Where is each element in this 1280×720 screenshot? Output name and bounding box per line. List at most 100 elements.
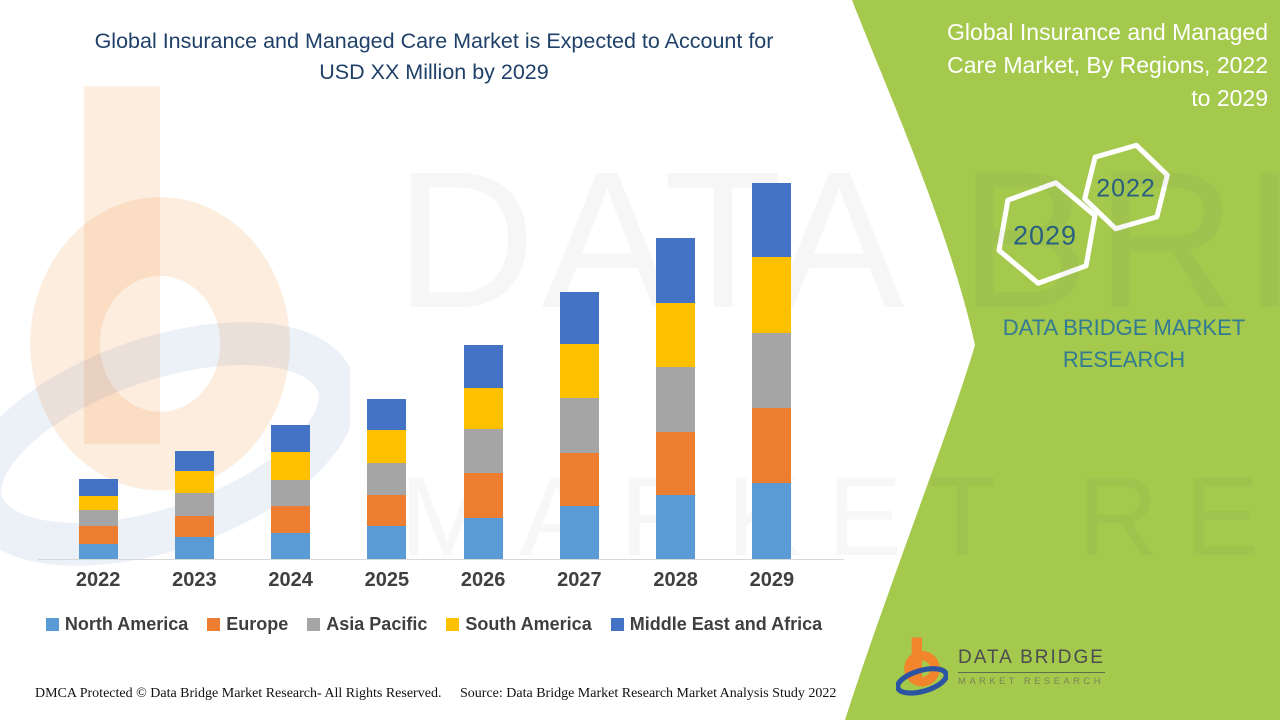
bar-column-2024 <box>243 150 339 559</box>
bar-column-2029 <box>724 150 820 559</box>
bar-segment-south-america <box>752 257 792 333</box>
stacked-bar-2029 <box>752 183 792 559</box>
bar-segment-asia-pacific <box>271 480 311 506</box>
bar-segment-asia-pacific <box>78 510 118 526</box>
dmca-notice: DMCA Protected © Data Bridge Market Rese… <box>35 686 442 701</box>
legend-label: North America <box>64 614 189 634</box>
legend-swatch <box>307 618 321 631</box>
bar-segment-europe <box>559 453 599 506</box>
bar-segment-middle-east-and-africa <box>271 425 311 452</box>
stacked-bar-2027 <box>559 292 599 559</box>
hexagon-2029 <box>996 180 1098 286</box>
hexagon-year-2022: 2022 <box>1096 174 1156 203</box>
bar-segment-asia-pacific <box>174 493 214 516</box>
bar-chart <box>50 150 820 559</box>
bar-segment-middle-east-and-africa <box>367 399 407 430</box>
stacked-bar-2026 <box>463 345 503 559</box>
legend-swatch <box>45 618 59 631</box>
logo-name: DATA BRIDGE <box>958 647 1105 668</box>
bar-segment-middle-east-and-africa <box>559 292 599 344</box>
panel-title: Global Insurance and Managed Care Market… <box>947 19 1268 111</box>
legend-label: Europe <box>226 614 289 634</box>
legend-item-south-america: South America <box>446 614 592 635</box>
x-tick-label: 2025 <box>364 569 410 591</box>
logo-divider <box>958 672 1105 673</box>
bar-column-2027 <box>531 150 627 559</box>
legend-item-asia-pacific: Asia Pacific <box>307 614 427 635</box>
bar-segment-south-america <box>271 452 311 480</box>
hexagon-year-2029: 2029 <box>1012 220 1078 251</box>
bar-segment-europe <box>656 432 696 495</box>
bar-column-2026 <box>435 150 531 559</box>
bar-segment-north-america <box>367 526 407 559</box>
x-axis-labels: 2022 2023 2024 2025 2026 2027 2028 2029 <box>50 569 820 592</box>
bar-segment-north-america <box>559 506 599 559</box>
x-tick-label: 2026 <box>460 569 506 591</box>
bar-segment-asia-pacific <box>559 398 599 453</box>
stacked-bar-2023 <box>174 451 214 559</box>
bar-segment-middle-east-and-africa <box>463 345 503 388</box>
x-tick-label: 2028 <box>653 569 698 591</box>
chart-title-text: Global Insurance and Managed Care Market… <box>94 29 774 84</box>
panel-brand-text: DATA BRIDGE MARKET RESEARCH <box>1002 315 1246 372</box>
bar-segment-europe <box>752 408 792 483</box>
x-tick-label: 2023 <box>172 569 217 591</box>
bar-segment-south-america <box>463 388 503 429</box>
legend-swatch <box>446 618 460 631</box>
bar-segment-europe <box>271 506 311 533</box>
bar-column-2022 <box>50 150 146 559</box>
legend-label: South America <box>465 614 592 634</box>
data-bridge-logo-icon <box>896 637 948 696</box>
legend-label: Middle East and Africa <box>629 614 823 634</box>
bar-segment-europe <box>367 495 407 526</box>
bar-segment-north-america <box>78 544 118 559</box>
bar-segment-south-america <box>78 496 118 510</box>
legend-item-europe: Europe <box>207 614 288 635</box>
bar-segment-north-america <box>752 483 792 559</box>
bar-segment-asia-pacific <box>463 429 503 473</box>
stacked-bar-2022 <box>78 479 118 559</box>
bar-segment-europe <box>174 516 214 537</box>
bar-segment-asia-pacific <box>367 463 407 495</box>
bar-segment-south-america <box>559 344 599 398</box>
x-tick-label: 2024 <box>268 569 313 591</box>
bar-segment-asia-pacific <box>656 367 696 432</box>
stacked-bar-2028 <box>656 238 696 559</box>
logo-subtitle: MARKET RESEARCH <box>958 676 1104 687</box>
legend-swatch <box>610 618 624 631</box>
legend-label: Asia Pacific <box>326 614 428 634</box>
bar-segment-europe <box>463 473 503 518</box>
bar-segment-south-america <box>656 303 696 367</box>
stacked-bar-2025 <box>367 399 407 559</box>
bar-segment-middle-east-and-africa <box>78 479 118 496</box>
x-tick-label: 2022 <box>75 569 121 591</box>
bar-segment-middle-east-and-africa <box>656 238 696 303</box>
data-bridge-logo: DATA BRIDGE MARKET RESEARCH <box>896 634 1105 700</box>
bar-segment-asia-pacific <box>752 333 792 408</box>
bar-segment-middle-east-and-africa <box>752 183 792 257</box>
bar-column-2025 <box>339 150 435 559</box>
bar-segment-north-america <box>463 518 503 559</box>
bar-segment-north-america <box>271 533 311 559</box>
logo-text: DATA BRIDGE MARKET RESEARCH <box>958 647 1105 687</box>
bar-column-2023 <box>146 150 242 559</box>
source-note: Source: Data Bridge Market Research Mark… <box>460 686 837 701</box>
bar-segment-south-america <box>367 430 407 463</box>
stacked-bar-2024 <box>271 425 311 559</box>
bar-column-2028 <box>628 150 724 559</box>
bar-segment-north-america <box>656 495 696 559</box>
x-tick-label: 2027 <box>557 569 602 591</box>
bar-segment-south-america <box>174 471 214 493</box>
bar-segment-europe <box>78 526 118 544</box>
x-axis-line <box>38 559 844 560</box>
legend-swatch <box>207 618 221 631</box>
hexagon-2022 <box>1082 142 1170 232</box>
bar-segment-north-america <box>174 537 214 559</box>
chart-legend: North America Europe Asia Pacific South Ame… <box>0 614 868 635</box>
bar-segment-middle-east-and-africa <box>174 451 214 471</box>
legend-item-north-america: North America <box>45 614 189 635</box>
chart-title: Global Insurance and Managed Care Market… <box>0 26 868 88</box>
x-tick-label: 2029 <box>749 569 795 591</box>
legend-item-middle-east-and-africa: Middle East and Africa <box>610 614 823 635</box>
